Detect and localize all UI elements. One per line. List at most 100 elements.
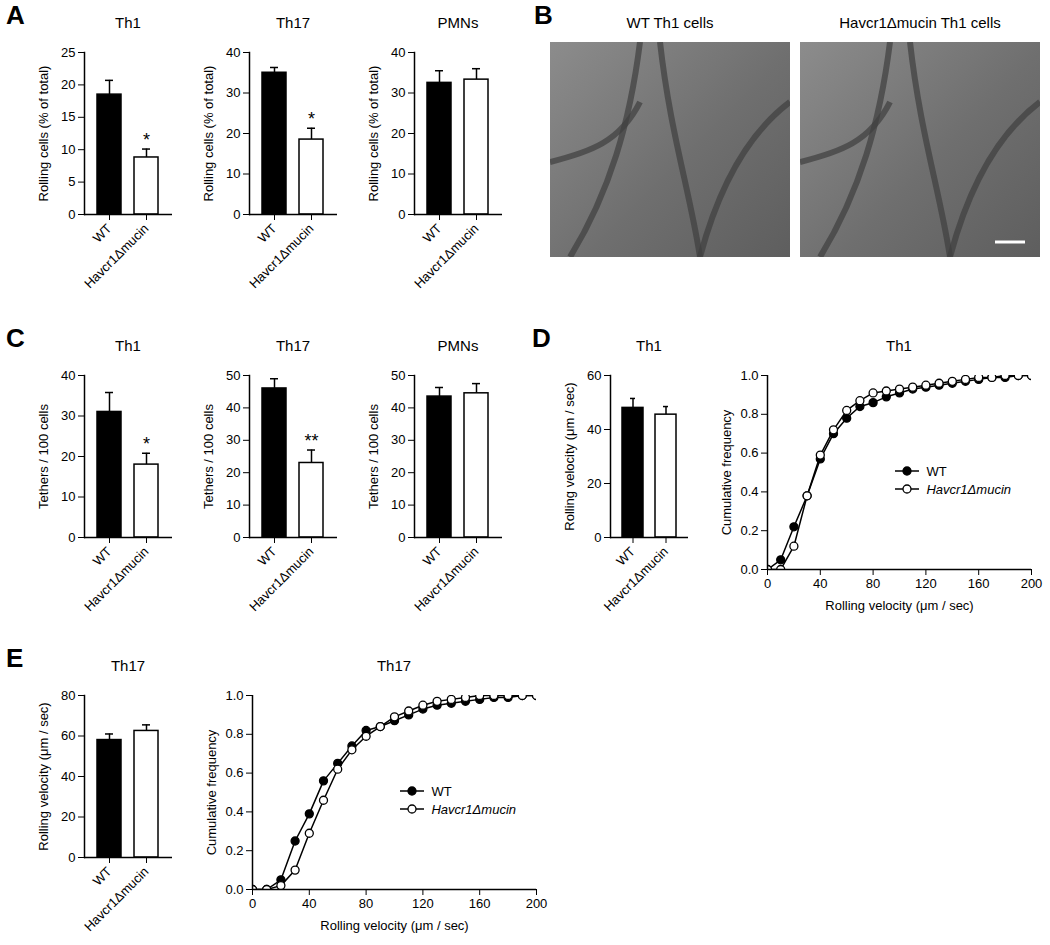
svg-text:Havcr1Δmucin: Havcr1Δmucin <box>81 221 151 291</box>
svg-text:0: 0 <box>233 530 240 545</box>
svg-text:50: 50 <box>226 368 240 383</box>
svg-text:WT: WT <box>90 864 115 889</box>
svg-text:1.0: 1.0 <box>740 368 758 383</box>
svg-text:Cumulative frequency: Cumulative frequency <box>204 729 219 855</box>
svg-text:Rolling velocity (μm / sec): Rolling velocity (μm / sec) <box>320 918 468 933</box>
svg-text:0: 0 <box>68 530 75 545</box>
svg-text:30: 30 <box>391 85 405 100</box>
svg-text:0.2: 0.2 <box>740 523 758 538</box>
svg-text:200: 200 <box>1021 576 1043 591</box>
svg-text:0.4: 0.4 <box>225 804 243 819</box>
svg-text:0.8: 0.8 <box>225 726 243 741</box>
svg-text:Havcr1Δmucin: Havcr1Δmucin <box>601 544 671 614</box>
svg-text:Havcr1Δmucin: Havcr1Δmucin <box>411 544 481 614</box>
svg-text:10: 10 <box>226 166 240 181</box>
svg-text:WT: WT <box>90 221 115 246</box>
svg-text:60: 60 <box>587 368 601 383</box>
svg-text:30: 30 <box>391 432 405 447</box>
svg-text:20: 20 <box>61 77 75 92</box>
svg-text:30: 30 <box>61 408 75 423</box>
svg-text:0: 0 <box>764 576 771 591</box>
html-text:A: A <box>6 0 25 30</box>
svg-text:Havcr1Δmucin: Havcr1Δmucin <box>246 544 316 614</box>
svg-text:0: 0 <box>398 530 405 545</box>
svg-text:20: 20 <box>391 126 405 141</box>
svg-text:30: 30 <box>226 432 240 447</box>
svg-text:10: 10 <box>391 497 405 512</box>
svg-text:1.0: 1.0 <box>225 688 243 703</box>
svg-text:20: 20 <box>226 465 240 480</box>
svg-text:Havcr1Δmucin: Havcr1Δmucin <box>81 544 151 614</box>
svg-text:Rolling cells (% of total): Rolling cells (% of total) <box>366 66 381 202</box>
svg-text:0.0: 0.0 <box>740 562 758 577</box>
svg-text:Cumulative frequency: Cumulative frequency <box>719 409 734 535</box>
svg-text:10: 10 <box>61 142 75 157</box>
svg-text:20: 20 <box>587 476 601 491</box>
svg-text:WT: WT <box>420 221 445 246</box>
svg-text:80: 80 <box>359 896 373 911</box>
svg-text:40: 40 <box>302 896 316 911</box>
svg-text:20: 20 <box>391 465 405 480</box>
svg-text:*: * <box>143 434 150 454</box>
svg-text:30: 30 <box>226 85 240 100</box>
svg-text:0: 0 <box>398 207 405 222</box>
svg-text:WT: WT <box>90 544 115 569</box>
svg-text:20: 20 <box>226 126 240 141</box>
svg-text:0: 0 <box>233 207 240 222</box>
svg-text:WT: WT <box>255 221 280 246</box>
svg-text:0.6: 0.6 <box>225 765 243 780</box>
svg-text:*: * <box>308 109 315 129</box>
svg-text:10: 10 <box>226 497 240 512</box>
svg-text:0.8: 0.8 <box>740 406 758 421</box>
svg-text:60: 60 <box>61 728 75 743</box>
svg-text:80: 80 <box>61 688 75 703</box>
svg-text:0: 0 <box>594 530 601 545</box>
svg-text:0: 0 <box>68 850 75 865</box>
svg-text:0: 0 <box>249 896 256 911</box>
svg-text:WT: WT <box>420 544 445 569</box>
svg-text:0.6: 0.6 <box>740 445 758 460</box>
svg-text:160: 160 <box>968 576 990 591</box>
svg-text:Tethers / 100 cells: Tethers / 100 cells <box>366 404 381 509</box>
svg-text:200: 200 <box>526 896 548 911</box>
svg-text:10: 10 <box>391 166 405 181</box>
svg-text:Tethers / 100 cells: Tethers / 100 cells <box>36 404 51 509</box>
svg-text:0: 0 <box>68 207 75 222</box>
svg-text:Rolling velocity (μm / sec): Rolling velocity (μm / sec) <box>562 382 577 530</box>
svg-text:120: 120 <box>915 576 937 591</box>
svg-text:Rolling cells (% of total): Rolling cells (% of total) <box>201 66 216 202</box>
svg-text:50: 50 <box>391 368 405 383</box>
svg-text:0.2: 0.2 <box>225 843 243 858</box>
svg-text:10: 10 <box>61 489 75 504</box>
svg-text:40: 40 <box>391 45 405 60</box>
svg-text:40: 40 <box>587 422 601 437</box>
svg-text:15: 15 <box>61 109 75 124</box>
svg-text:40: 40 <box>813 576 827 591</box>
svg-text:20: 20 <box>61 809 75 824</box>
svg-text:Rolling cells (% of total): Rolling cells (% of total) <box>36 66 51 202</box>
svg-text:20: 20 <box>61 449 75 464</box>
svg-text:Havcr1Δmucin: Havcr1Δmucin <box>246 221 316 291</box>
html-text:C: C <box>6 323 25 353</box>
svg-text:Tethers / 100 cells: Tethers / 100 cells <box>201 404 216 509</box>
svg-text:5: 5 <box>68 174 75 189</box>
svg-text:**: ** <box>304 431 318 451</box>
svg-text:40: 40 <box>61 769 75 784</box>
svg-text:40: 40 <box>61 368 75 383</box>
svg-text:40: 40 <box>226 45 240 60</box>
svg-text:160: 160 <box>469 896 491 911</box>
svg-text:WT: WT <box>255 544 280 569</box>
svg-text:40: 40 <box>226 400 240 415</box>
svg-text:Rolling velocity (μm / sec): Rolling velocity (μm / sec) <box>825 598 973 613</box>
svg-text:0.4: 0.4 <box>740 484 758 499</box>
svg-text:40: 40 <box>391 400 405 415</box>
svg-text:Havcr1Δmucin: Havcr1Δmucin <box>81 864 151 934</box>
svg-text:0.0: 0.0 <box>225 882 243 897</box>
svg-text:*: * <box>143 130 150 150</box>
svg-text:120: 120 <box>412 896 434 911</box>
svg-text:80: 80 <box>866 576 880 591</box>
svg-text:WT: WT <box>613 544 638 569</box>
svg-text:25: 25 <box>61 45 75 60</box>
svg-text:Rolling velocity (μm / sec): Rolling velocity (μm / sec) <box>36 702 51 850</box>
svg-text:Havcr1Δmucin: Havcr1Δmucin <box>411 221 481 291</box>
